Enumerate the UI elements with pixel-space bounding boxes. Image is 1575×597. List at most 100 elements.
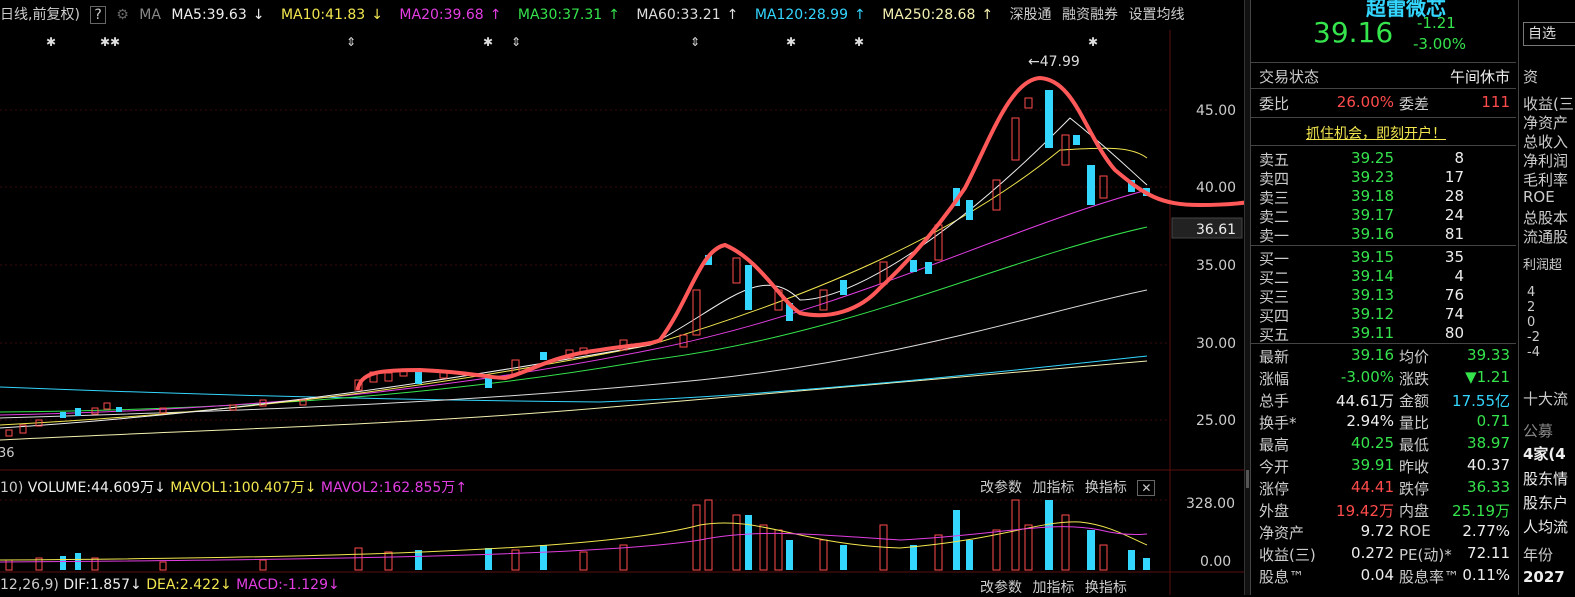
top10-holders-tab[interactable]: 十大流: [1523, 390, 1569, 408]
kline-chart-area[interactable]: 日线,前复权) ? ⚙ MA MA5:39.63 ↓ MA10:41.83 ↓ MA…: [0, 0, 1244, 596]
settings-ma-button[interactable]: 设置均线: [1128, 7, 1185, 23]
ask-row[interactable]: 卖五 39.25 8: [1259, 149, 1514, 169]
bid-price: 39.11: [1351, 324, 1394, 342]
macd-add-indicator-button[interactable]: 加指标: [1032, 580, 1075, 596]
stat-label: 收益(三): [1259, 546, 1316, 564]
bid-label: 买四: [1259, 307, 1290, 325]
fin-item: 流通股: [1523, 228, 1569, 246]
stat-label-2: 涨跌: [1399, 370, 1430, 388]
stat-value: 0.272: [1351, 544, 1394, 562]
gear-icon[interactable]: ⚙: [116, 7, 129, 23]
ask-qty: 24: [1444, 206, 1464, 224]
svg-text:✱: ✱: [786, 35, 796, 49]
ask-row[interactable]: 卖一 39.16 81: [1259, 225, 1514, 245]
stat-label-2: 跌停: [1399, 480, 1430, 498]
stat-label: 涨停: [1259, 480, 1290, 498]
ask-price: 39.16: [1351, 225, 1394, 243]
price-change-pct: -3.00%: [1413, 35, 1467, 53]
add-watchlist-button[interactable]: 自选: [1523, 22, 1575, 46]
stat-row: 最高 40.25 最低 38.97: [1259, 434, 1514, 456]
panel-divider[interactable]: [1244, 0, 1251, 595]
help-button[interactable]: ?: [90, 6, 106, 24]
shengu-link[interactable]: 深股通: [1009, 7, 1052, 23]
stat-label: 今开: [1259, 458, 1290, 476]
stat-row: 涨停 44.41 跌停 36.33: [1259, 478, 1514, 500]
bid-row[interactable]: 买二 39.14 4: [1259, 267, 1514, 287]
macd-switch-indicator-button[interactable]: 换指标: [1084, 580, 1127, 596]
trend-annotation: [356, 75, 1244, 390]
ask-qty: 81: [1444, 225, 1464, 243]
trade-status-value: 午间休市: [1449, 68, 1510, 86]
holder-item[interactable]: 股东户: [1523, 494, 1569, 512]
ask-row[interactable]: 卖四 39.23 17: [1259, 168, 1514, 188]
stat-row: 总手 44.61万 金额 17.55亿: [1259, 390, 1514, 412]
ma60-arrow: ↑: [726, 7, 739, 23]
mavol1-arrow: ↓: [304, 480, 317, 496]
vol-switch-indicator-button[interactable]: 换指标: [1084, 480, 1127, 496]
stat-label-2: PE(动)*: [1399, 546, 1452, 564]
stat-label-2: 金额: [1399, 392, 1430, 410]
open-account-link[interactable]: 抓住机会，即刻开户！: [1306, 126, 1446, 142]
period-label[interactable]: 日线,前复权): [0, 7, 80, 23]
stat-value: -3.00%: [1340, 368, 1394, 386]
volume-header: 10) VOLUME:44.609万↓ MAVOL1:100.407万↓ MAV…: [0, 477, 467, 497]
fin-item: 总收入: [1523, 133, 1569, 151]
svg-text:⇕: ⇕: [346, 35, 356, 49]
mini-axis-label: 2: [1527, 300, 1536, 315]
bid-price: 39.12: [1351, 305, 1394, 323]
axis-label-2: 40.00: [1196, 180, 1236, 196]
bid-row[interactable]: 买三 39.13 76: [1259, 286, 1514, 306]
dea-value: DEA:2.422: [146, 577, 220, 593]
stat-label-2: 昨收: [1399, 458, 1430, 476]
bid-row[interactable]: 买五 39.11 80: [1259, 324, 1514, 344]
stat-value-2: 36.33: [1467, 478, 1510, 496]
price-change: -1.21: [1417, 14, 1456, 32]
vol-add-indicator-button[interactable]: 加指标: [1032, 480, 1075, 496]
stat-label: 总手: [1259, 392, 1290, 410]
ma10-value: MA10:41.83 ↓: [281, 7, 389, 23]
kline-svg: ✱ ✱✱ ⇕ ✱ ⇕ ⇕ ✱ ✱ ✱: [0, 30, 1244, 595]
ma20-value: MA20:39.68 ↑: [399, 7, 507, 23]
axis-label-5: 25.00: [1196, 413, 1236, 429]
stat-label: 涨幅: [1259, 370, 1290, 388]
side-info-panel: 自选 资 收益(三 净资产 总收入 净利润 毛利率 ROE 总股本 流通股 利润超 4 2 0 -2…: [1518, 0, 1575, 595]
low-label: 36: [0, 446, 15, 461]
divider: [1251, 145, 1516, 146]
bid-row[interactable]: 买四 39.12 74: [1259, 305, 1514, 325]
stat-label-2: 内盘: [1399, 502, 1430, 520]
divider-handle[interactable]: [1246, 470, 1249, 488]
ask-row[interactable]: 卖二 39.17 24: [1259, 206, 1514, 226]
ask-row[interactable]: 卖三 39.18 28: [1259, 187, 1514, 207]
fin-item: 毛利率: [1523, 171, 1569, 189]
ask-qty: 8: [1454, 149, 1464, 167]
ask-qty: 28: [1444, 187, 1464, 205]
fin-item: ROE: [1523, 188, 1555, 206]
bid-row[interactable]: 买一 39.15 35: [1259, 248, 1514, 268]
vol-axis-bottom: 0.00: [1200, 554, 1231, 570]
ask-qty: 17: [1444, 168, 1464, 186]
holder-item[interactable]: 人均流: [1523, 518, 1569, 536]
rongzi-link[interactable]: 融资融券: [1062, 7, 1119, 23]
stat-label-2: ROE: [1399, 522, 1431, 540]
stat-value-2: 17.55亿: [1452, 392, 1510, 410]
vol-params-button[interactable]: 改参数: [980, 480, 1022, 496]
dif-arrow: ↓: [130, 577, 142, 593]
fund-count: 4家(4: [1523, 445, 1566, 463]
candles: [5, 90, 1150, 437]
bid-label: 买五: [1259, 326, 1290, 344]
stat-value-2: 0.11%: [1462, 566, 1510, 584]
ask-price: 39.18: [1351, 187, 1394, 205]
svg-text:✱: ✱: [46, 35, 56, 49]
macd-params-button[interactable]: 改参数: [980, 580, 1022, 596]
weicha-label: 委差: [1399, 95, 1430, 113]
tab-info[interactable]: 资: [1523, 68, 1539, 86]
stat-row: 涨幅 -3.00% 涨跌 ▼1.21: [1259, 368, 1514, 390]
stat-value: 2.94%: [1346, 412, 1394, 430]
mini-axis-label: 0: [1527, 315, 1536, 330]
holder-item[interactable]: 股东情: [1523, 470, 1569, 488]
svg-text:✱✱: ✱✱: [100, 35, 120, 49]
macd-value: MACD:-1.129: [236, 577, 328, 593]
divider: [1251, 117, 1516, 118]
ma60-value: MA60:33.21 ↑: [636, 7, 744, 23]
close-icon[interactable]: ✕: [1137, 480, 1156, 496]
